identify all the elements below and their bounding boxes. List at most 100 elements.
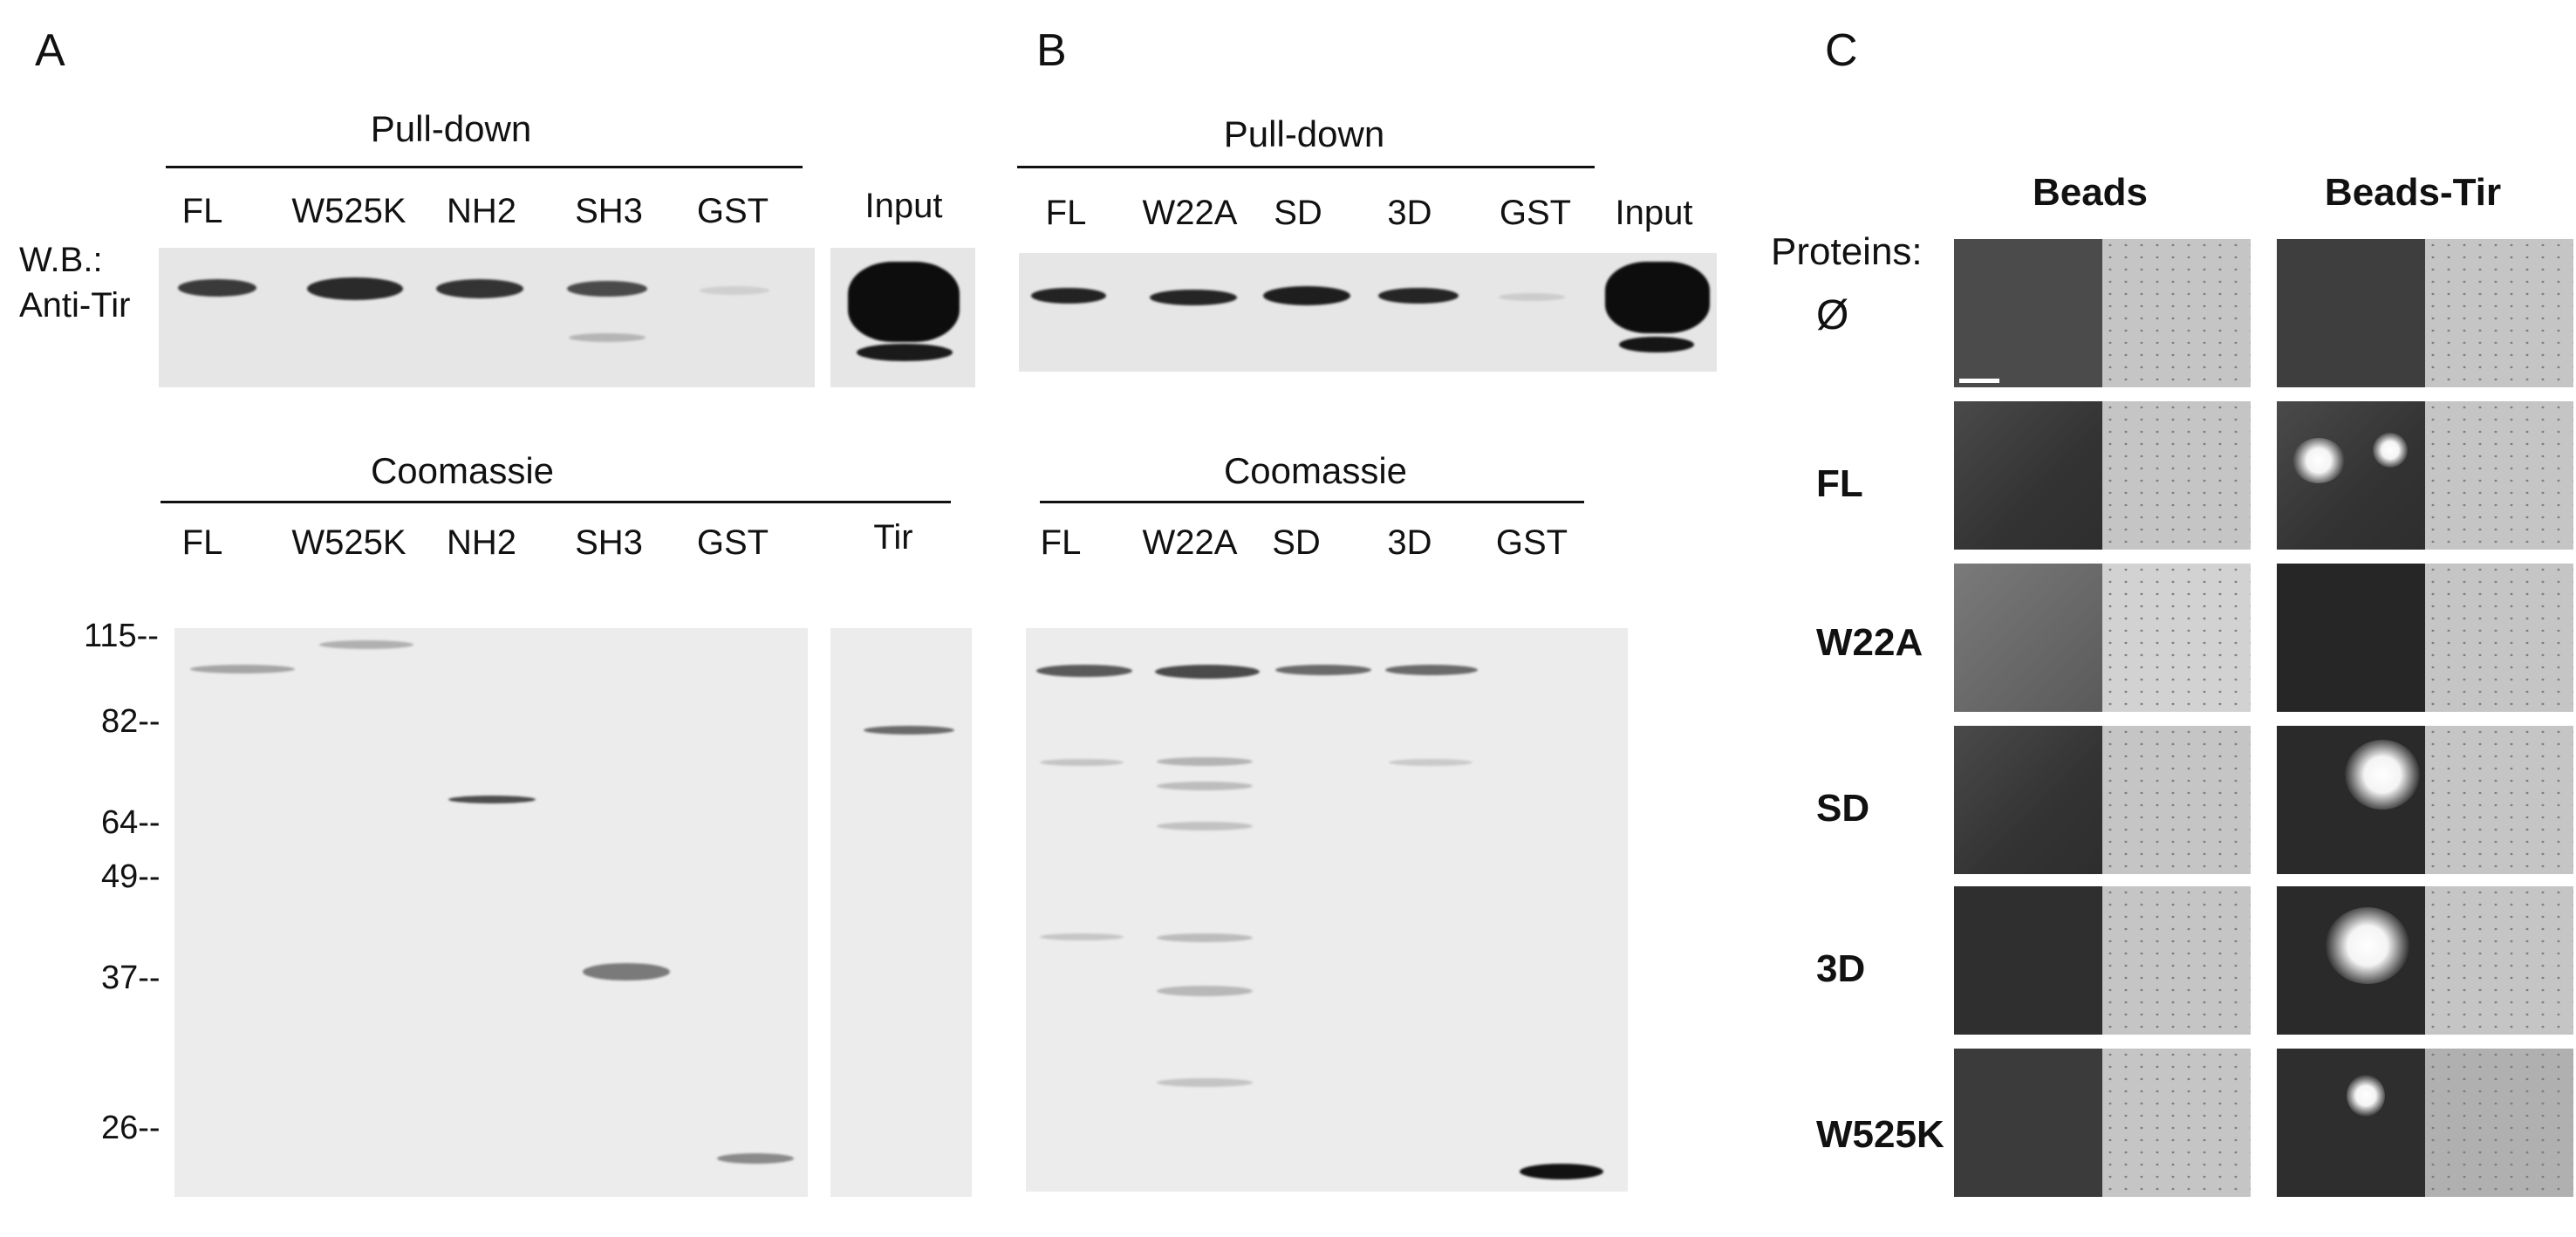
fluorescence-image [1954, 401, 2102, 550]
lane-label: FL [1040, 523, 1082, 562]
fluorescence-image [2277, 1049, 2425, 1197]
row-label-null: Ø [1816, 292, 1849, 338]
col-header-beads-tir: Beads-Tir [2324, 171, 2502, 214]
lane-label: NH2 [446, 523, 517, 562]
wb-label-line-1: W.B.: [19, 241, 103, 279]
panel-c-letter: C [1825, 25, 1858, 76]
input-label: Input [1615, 194, 1693, 232]
micrograph-beads-fl [1954, 401, 2251, 550]
gel-band [717, 1153, 794, 1164]
panel-b-letter: B [1036, 25, 1067, 76]
row-label-w22a: W22A [1816, 621, 1923, 664]
input-band [1619, 337, 1694, 352]
mw-marker: 64-- [101, 804, 161, 841]
panel-a-pulldown-rule [166, 166, 803, 168]
bead-signal [2347, 1075, 2385, 1117]
lane-label: SH3 [575, 192, 643, 230]
gel-band [1155, 665, 1260, 679]
panel-b-pulldown-rule [1017, 166, 1595, 168]
gel-band [1157, 782, 1253, 790]
fluorescence-image [2277, 564, 2425, 712]
blot-band [567, 281, 647, 297]
lane-label: 3D [1387, 523, 1432, 562]
panel-a-western-blot [159, 248, 815, 387]
blot-band [569, 333, 646, 342]
gel-band [1157, 822, 1253, 830]
gel-band [1157, 1078, 1253, 1087]
fluorescence-image [1954, 1049, 2102, 1197]
proteins-label: Proteins: [1771, 230, 1923, 273]
gel-band [1036, 665, 1132, 677]
brightfield-image [2425, 886, 2573, 1035]
bead-signal [2373, 433, 2408, 468]
mw-marker: 49-- [101, 858, 161, 895]
lane-label: FL [1045, 194, 1087, 232]
brightfield-image [2425, 401, 2573, 550]
fluorescence-image [1954, 726, 2102, 874]
lane-label: SD [1272, 523, 1321, 562]
gel-band [1040, 933, 1124, 940]
row-label-sd: SD [1816, 787, 1870, 830]
bead-signal [2326, 907, 2409, 984]
lane-label: FL [181, 523, 223, 562]
wb-label-line-2: Anti-Tir [19, 286, 131, 325]
input-band [848, 262, 960, 342]
lane-label: W22A [1142, 194, 1238, 232]
panel-a-pulldown-title: Pull-down [370, 108, 532, 149]
lane-label: GST [696, 192, 769, 230]
brightfield-image [2425, 1049, 2573, 1197]
tir-label: Tir [873, 518, 913, 557]
gel-band [583, 963, 670, 981]
micrograph-beads-w525k [1954, 1049, 2251, 1197]
lane-label: NH2 [446, 192, 517, 230]
col-header-beads: Beads [2032, 171, 2149, 214]
lane-label: SD [1274, 194, 1322, 232]
lane-label: GST [1495, 523, 1568, 562]
panel-a-coomassie-title: Coomassie [370, 450, 555, 491]
blot-band [436, 279, 523, 298]
gel-band [1275, 665, 1371, 675]
row-label-w525k: W525K [1816, 1113, 1944, 1156]
scale-bar [1959, 379, 1999, 383]
micrograph-beads-tir-3d [2277, 886, 2573, 1035]
micrograph-beads-tir-sd [2277, 726, 2573, 874]
panel-a-tir-gel [830, 628, 972, 1197]
brightfield-image [2425, 564, 2573, 712]
gel-band [1385, 665, 1478, 675]
panel-b-coomassie-rule [1040, 501, 1584, 503]
mw-marker: 37-- [101, 960, 161, 996]
row-label-3d: 3D [1816, 947, 1866, 990]
micrograph-beads-tir-fl [2277, 401, 2573, 550]
blot-band [1263, 286, 1350, 305]
blot-band [1499, 293, 1565, 301]
blot-band [1150, 290, 1237, 305]
micrograph-beads-tir-null [2277, 239, 2573, 387]
gel-band [448, 796, 536, 803]
panel-a-coomassie-rule [161, 501, 951, 503]
blot-band [178, 279, 256, 297]
micrograph-beads-tir-w22a [2277, 564, 2573, 712]
mw-marker: 26-- [101, 1110, 161, 1146]
wb-label: W.B.: Anti-Tir [19, 237, 130, 328]
gel-band [1157, 757, 1253, 766]
panel-b-western-blot [1019, 253, 1717, 372]
micrograph-beads-w22a [1954, 564, 2251, 712]
brightfield-image [2102, 886, 2251, 1035]
input-band [1605, 262, 1710, 333]
gel-band [1389, 759, 1472, 766]
panel-a-coomassie-gel [174, 628, 808, 1197]
gel-band [190, 665, 295, 673]
brightfield-image [2102, 401, 2251, 550]
blot-band [1031, 288, 1106, 304]
gel-band [864, 726, 954, 735]
fluorescence-image [1954, 886, 2102, 1035]
lane-label: GST [696, 523, 769, 562]
fluorescence-image [1954, 239, 2102, 387]
brightfield-image [2425, 239, 2573, 387]
panel-b-coomassie-gel [1026, 628, 1628, 1192]
lane-label: 3D [1387, 194, 1432, 232]
row-label-fl: FL [1816, 462, 1863, 505]
brightfield-image [2102, 239, 2251, 387]
lane-label: W525K [291, 523, 407, 562]
gel-band [1157, 933, 1253, 942]
